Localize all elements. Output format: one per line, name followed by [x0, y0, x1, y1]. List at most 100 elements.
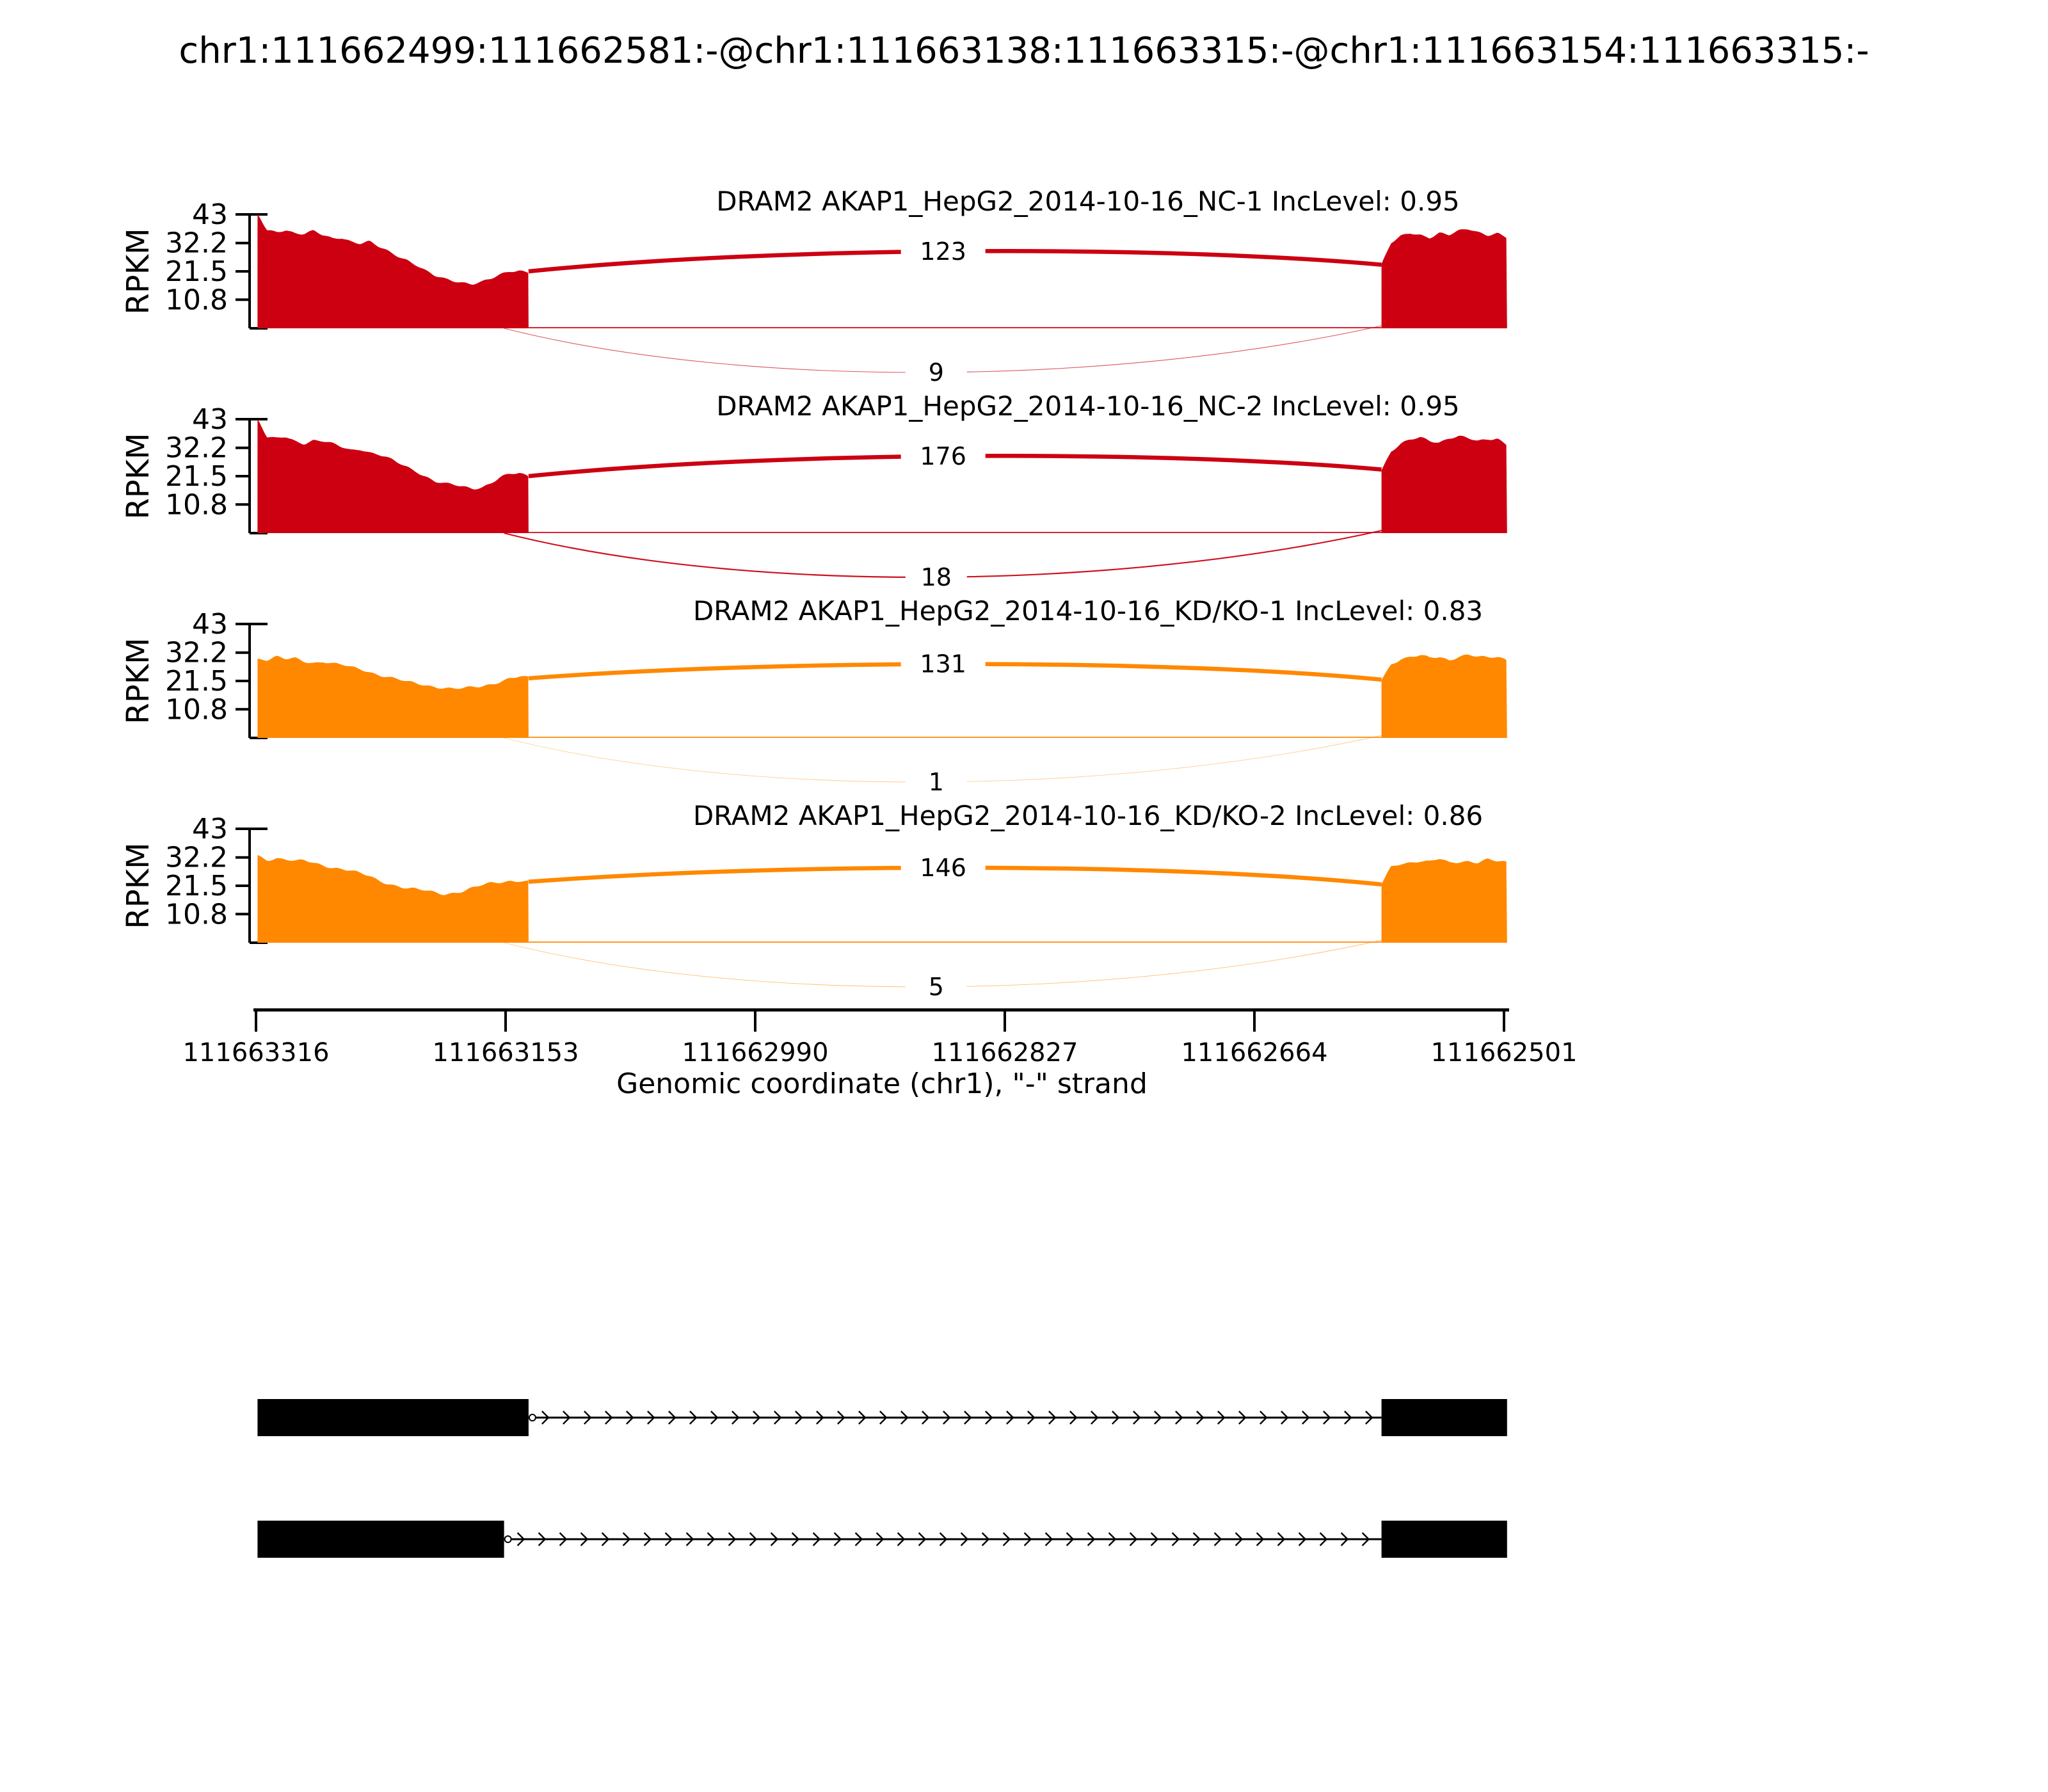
y-axis-title: RPKM	[120, 842, 156, 929]
strand-direction-arrow	[1175, 1411, 1183, 1425]
strand-direction-arrow	[605, 1411, 613, 1425]
transcript-models	[257, 1399, 1507, 1558]
strand-direction-arrow	[563, 1411, 571, 1425]
strand-direction-arrow	[541, 1411, 550, 1425]
junction-count-bottom: 5	[929, 973, 944, 1001]
junction-label-gap	[900, 438, 986, 474]
junction-label-gap	[900, 234, 986, 269]
strand-direction-arrow	[1277, 1532, 1286, 1546]
y-axis-title: RPKM	[120, 433, 156, 519]
strand-direction-arrow	[1365, 1411, 1373, 1425]
strand-direction-arrow	[749, 1532, 758, 1546]
x-tick-label: 111662501	[1430, 1038, 1577, 1068]
strand-direction-arrow	[707, 1532, 716, 1546]
strand-direction-arrow	[1133, 1411, 1141, 1425]
junction-count-bottom: 18	[921, 563, 952, 591]
strand-direction-arrow	[1281, 1411, 1289, 1425]
strand-direction-arrow	[939, 1532, 948, 1546]
strand-direction-arrow	[812, 1532, 821, 1546]
coverage-area-upstream-exon	[257, 855, 529, 943]
strand-direction-arrow	[897, 1532, 906, 1546]
y-tick-label: 10.8	[165, 488, 228, 521]
y-tick-label: 21.5	[165, 870, 228, 902]
coverage-area-downstream-exon	[1381, 858, 1507, 943]
coverage-area-upstream-exon	[257, 419, 529, 533]
intron-start-marker	[504, 1535, 512, 1543]
strand-direction-arrow	[689, 1411, 698, 1425]
strand-direction-arrow	[1361, 1532, 1370, 1546]
strand-direction-arrow	[1069, 1411, 1078, 1425]
strand-direction-arrow	[728, 1532, 737, 1546]
transcript-model-2	[257, 1521, 1507, 1558]
strand-direction-arrow	[774, 1411, 782, 1425]
strand-direction-arrow	[1108, 1532, 1117, 1546]
coverage-area-upstream-exon	[257, 655, 529, 738]
strand-direction-arrow	[918, 1532, 927, 1546]
strand-direction-arrow	[1006, 1411, 1014, 1425]
strand-direction-arrow	[1002, 1532, 1011, 1546]
strand-direction-arrow	[1256, 1532, 1265, 1546]
junction-label-gap	[900, 850, 986, 885]
strand-direction-arrow	[964, 1411, 972, 1425]
y-tick-label: 10.8	[165, 284, 228, 316]
plot-title: chr1:111662499:111662581:-@chr1:11166313…	[179, 30, 1869, 72]
strand-direction-arrow	[664, 1532, 673, 1546]
y-axis-title: RPKM	[120, 637, 156, 724]
strand-direction-arrow	[791, 1532, 800, 1546]
strand-direction-arrow	[943, 1411, 951, 1425]
strand-direction-arrow	[981, 1532, 990, 1546]
strand-direction-arrow	[833, 1532, 842, 1546]
strand-direction-arrow	[622, 1532, 631, 1546]
strand-direction-arrow	[876, 1532, 884, 1546]
track-title: DRAM2 AKAP1_HepG2_2014-10-16_KD/KO-1 Inc…	[693, 595, 1483, 627]
track-title: DRAM2 AKAP1_HepG2_2014-10-16_NC-2 IncLev…	[716, 390, 1460, 422]
intron-start-marker	[528, 1414, 536, 1421]
x-tick-label: 111662664	[1181, 1038, 1327, 1068]
strand-direction-arrow	[1192, 1532, 1201, 1546]
strand-direction-arrow	[1340, 1532, 1349, 1546]
junction-label-gap	[905, 355, 967, 389]
strand-direction-arrow	[1344, 1411, 1352, 1425]
strand-direction-arrow	[753, 1411, 761, 1425]
y-tick-label: 43	[192, 608, 228, 641]
track-title: DRAM2 AKAP1_HepG2_2014-10-16_NC-1 IncLev…	[716, 186, 1460, 217]
strand-direction-arrow	[668, 1411, 676, 1425]
strand-direction-arrow	[516, 1532, 525, 1546]
exon-box	[257, 1399, 529, 1436]
strand-direction-arrow	[795, 1411, 803, 1425]
x-axis: 111663316 111663153 111662990 111662827 1116…	[182, 1008, 1578, 1068]
y-axis-title: RPKM	[120, 228, 156, 314]
strand-direction-arrow	[1154, 1411, 1162, 1425]
strand-direction-arrow	[1238, 1411, 1247, 1425]
x-tick-label: 111662990	[682, 1038, 828, 1068]
strand-direction-arrow	[1150, 1532, 1159, 1546]
track-title: DRAM2 AKAP1_HepG2_2014-10-16_KD/KO-2 Inc…	[693, 800, 1483, 831]
strand-direction-arrow	[960, 1532, 969, 1546]
strand-direction-arrow	[922, 1411, 930, 1425]
transcript-model-1	[257, 1399, 1507, 1436]
y-tick-label: 21.5	[165, 255, 228, 288]
junction-count-top: 176	[920, 442, 966, 470]
strand-direction-arrow	[900, 1411, 909, 1425]
y-tick-label: 32.2	[165, 842, 228, 874]
exon-box	[257, 1521, 504, 1558]
strand-direction-arrow	[559, 1532, 568, 1546]
strand-direction-arrow	[1048, 1411, 1057, 1425]
strand-direction-arrow	[1044, 1532, 1053, 1546]
strand-direction-arrow	[580, 1532, 589, 1546]
strand-direction-arrow	[1129, 1532, 1138, 1546]
strand-direction-arrow	[1235, 1532, 1244, 1546]
strand-direction-arrow	[1319, 1532, 1328, 1546]
strand-direction-arrow	[1213, 1532, 1222, 1546]
strand-direction-arrow	[1091, 1411, 1099, 1425]
junction-count-bottom: 9	[929, 358, 944, 387]
junction-count-top: 123	[920, 237, 966, 266]
x-tick-label: 111663316	[182, 1038, 329, 1068]
coverage-area-upstream-exon	[257, 214, 529, 328]
exon-box	[1381, 1521, 1507, 1558]
strand-direction-arrow	[710, 1411, 719, 1425]
junction-label-gap	[905, 765, 967, 799]
junction-count-top: 131	[920, 650, 966, 678]
